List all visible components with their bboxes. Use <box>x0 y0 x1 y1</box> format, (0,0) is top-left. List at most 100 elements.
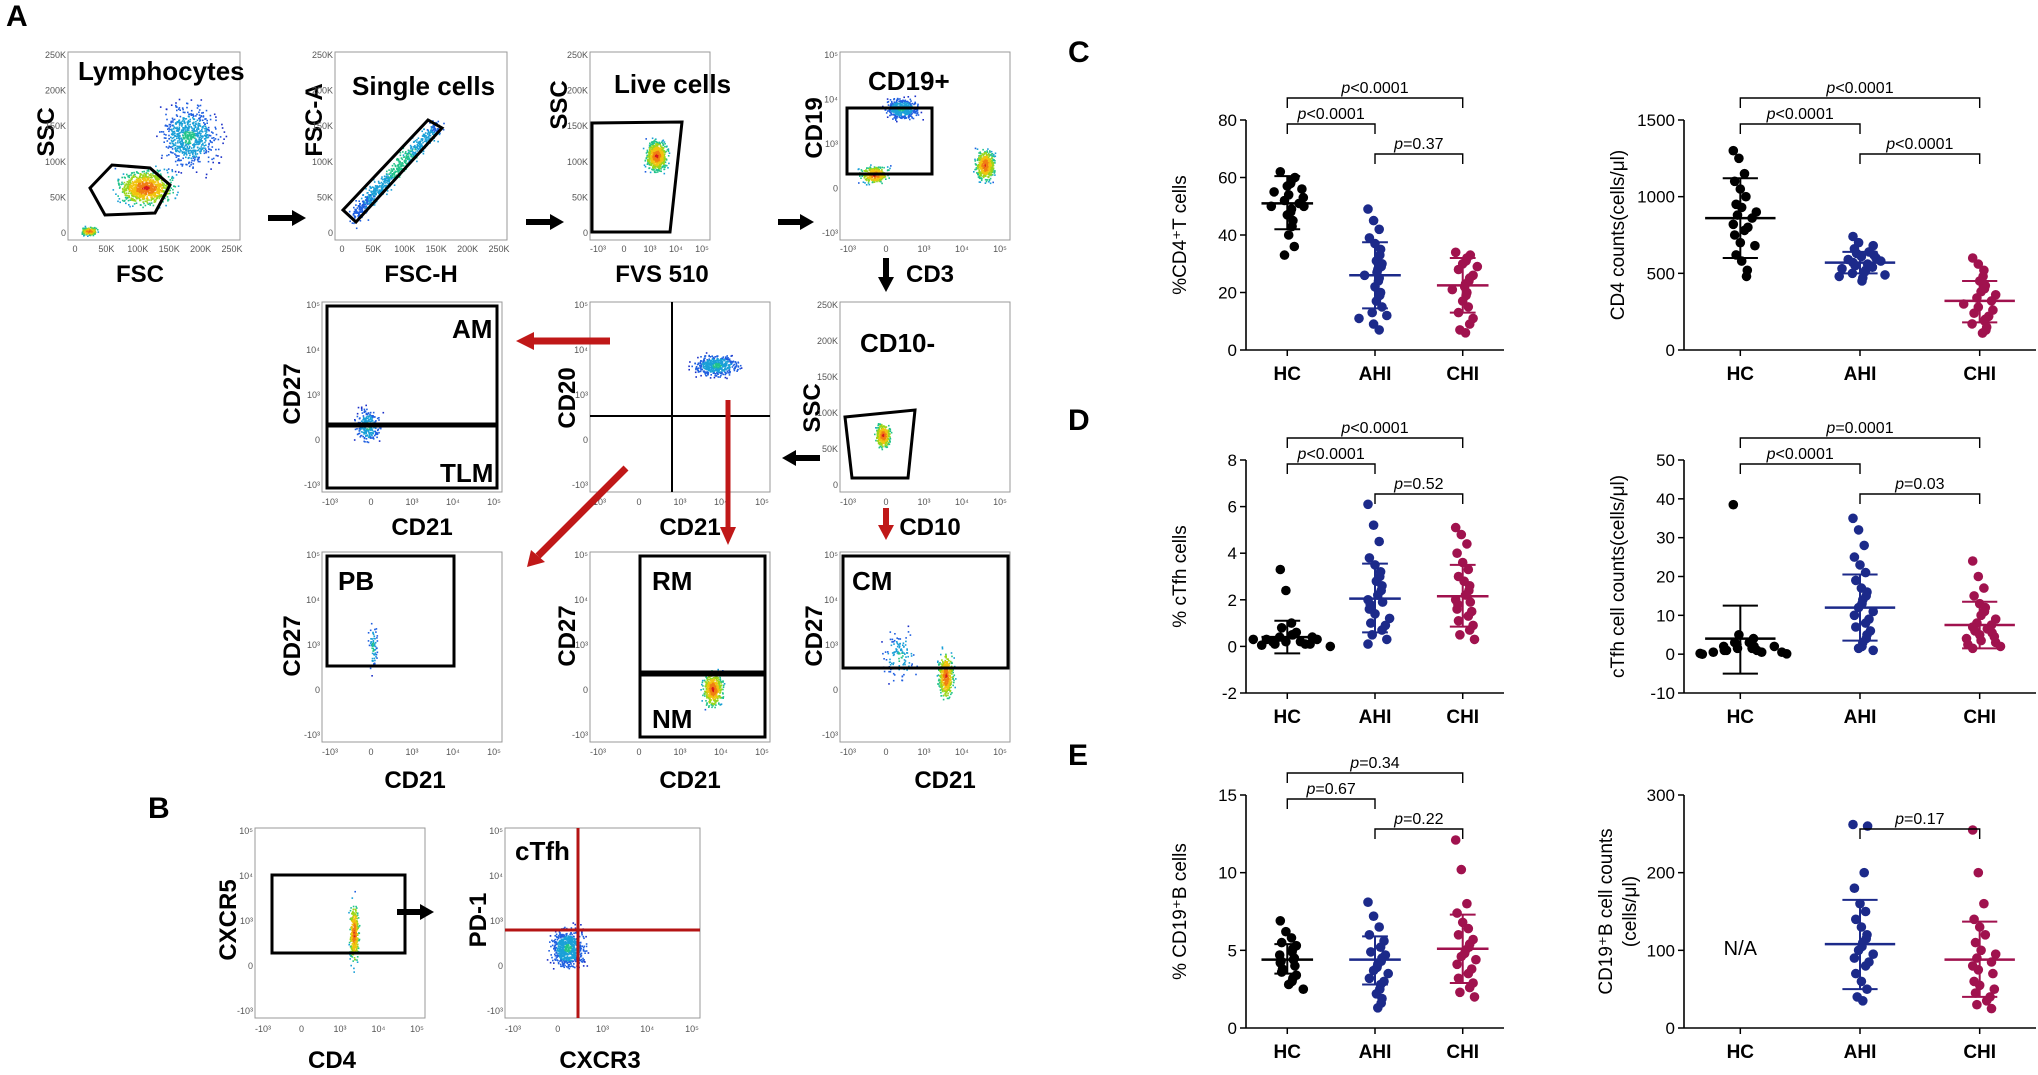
event-dot <box>899 102 902 104</box>
event-dot <box>990 161 993 164</box>
event-dot <box>168 190 170 192</box>
event-dot <box>884 176 887 178</box>
event-dot <box>427 135 430 137</box>
event-dot <box>895 119 897 121</box>
event-dot <box>410 146 413 148</box>
event-dot <box>188 139 190 142</box>
event-dot <box>649 144 652 147</box>
event-dot <box>205 118 207 120</box>
event-dot <box>410 153 412 156</box>
event-dot <box>145 176 147 179</box>
event-dot <box>714 374 716 377</box>
event-dot <box>417 137 420 139</box>
event-dot <box>653 147 655 150</box>
event-dot <box>662 153 664 156</box>
event-dot <box>140 184 142 187</box>
event-dot <box>663 157 666 159</box>
event-dot <box>870 167 872 170</box>
event-dot <box>144 192 147 194</box>
event-dot <box>699 361 702 364</box>
event-dot <box>176 128 179 131</box>
event-dot <box>195 155 198 158</box>
y-tick-label: 250K <box>312 50 333 60</box>
event-dot <box>150 184 152 187</box>
event-dot <box>427 131 430 134</box>
event-dot <box>654 159 656 161</box>
event-dot <box>421 139 424 142</box>
event-dot <box>735 364 738 366</box>
event-dot <box>424 134 426 137</box>
event-dot <box>362 202 365 204</box>
event-dot <box>177 142 179 144</box>
event-dot <box>980 154 983 157</box>
event-dot <box>159 184 161 186</box>
event-dot <box>207 126 210 129</box>
event-dot <box>407 153 409 156</box>
event-dot <box>652 156 654 159</box>
event-dot <box>986 169 988 172</box>
event-dot <box>729 366 731 369</box>
event-dot <box>899 103 901 105</box>
event-dot <box>134 181 136 183</box>
event-dot <box>150 202 153 204</box>
event-dot <box>170 146 172 149</box>
event-dot <box>910 111 912 114</box>
event-dot <box>160 131 163 133</box>
event-dot <box>187 111 189 114</box>
event-dot <box>984 175 987 177</box>
event-dot <box>131 190 133 192</box>
event-dot <box>891 110 894 113</box>
event-dot <box>433 130 436 133</box>
event-dot <box>187 121 190 123</box>
event-dot <box>401 162 404 165</box>
event-dot <box>176 159 179 162</box>
density-cloud <box>642 137 671 175</box>
event-dot <box>981 161 984 164</box>
event-dot <box>175 102 177 104</box>
event-dot <box>652 169 654 171</box>
event-dot <box>94 233 96 235</box>
event-dot <box>857 168 860 171</box>
event-dot <box>427 136 429 139</box>
event-dot <box>204 138 207 140</box>
event-dot <box>175 130 178 132</box>
event-dot <box>200 140 203 142</box>
event-dot <box>897 113 900 115</box>
event-dot <box>155 199 157 201</box>
event-dot <box>980 172 983 175</box>
event-dot <box>398 169 400 171</box>
event-dot <box>170 121 172 124</box>
event-dot <box>388 182 391 184</box>
event-dot <box>159 169 161 172</box>
event-dot <box>143 179 145 182</box>
event-dot <box>993 159 995 161</box>
event-dot <box>649 171 652 174</box>
event-dot <box>137 185 140 187</box>
event-dot <box>385 177 388 179</box>
event-dot <box>170 181 172 184</box>
event-dot <box>151 191 153 193</box>
event-dot <box>133 171 135 174</box>
event-dot <box>660 170 662 173</box>
x-tick-labels: 0 50K 100K 150K 200K 250K <box>72 244 242 254</box>
event-dot <box>181 120 184 122</box>
event-dot <box>131 194 134 197</box>
event-dot <box>417 144 419 147</box>
panel-letter-c: C <box>1068 36 1090 69</box>
event-dot <box>85 230 88 233</box>
event-dot <box>202 116 205 118</box>
event-dot <box>188 156 190 159</box>
event-dot <box>141 171 144 173</box>
event-dot <box>187 152 190 154</box>
event-dot <box>119 186 121 188</box>
event-dot <box>192 150 194 152</box>
event-dot <box>914 101 916 104</box>
event-dot <box>873 181 876 183</box>
event-dot <box>137 179 140 181</box>
event-dot <box>405 162 407 165</box>
event-dot <box>399 151 402 154</box>
event-dot <box>205 151 207 154</box>
event-dot <box>739 364 742 367</box>
event-dot <box>199 104 202 107</box>
event-dot <box>134 196 137 198</box>
